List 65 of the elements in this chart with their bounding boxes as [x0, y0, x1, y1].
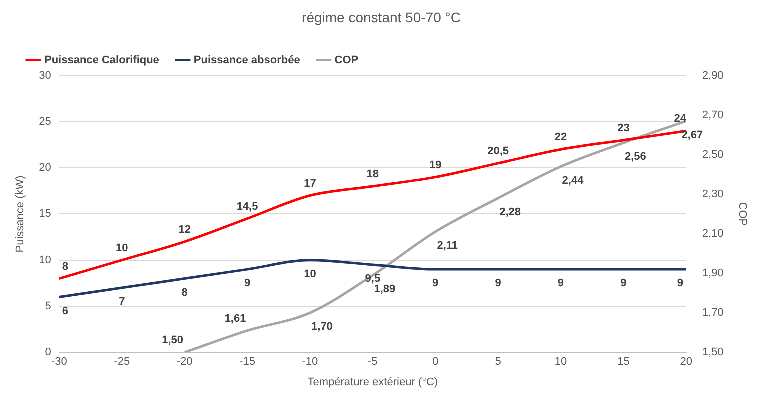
data-label: 10 [116, 242, 128, 254]
data-label: 7 [119, 296, 126, 308]
data-label: 2,44 [562, 174, 585, 187]
y2-axis-title: COP [736, 202, 748, 226]
data-label: 1,70 [312, 321, 333, 334]
data-label: 22 [554, 132, 568, 144]
y2-tick-label: 1,50 [702, 346, 724, 359]
x-tick-label: 10 [554, 356, 568, 368]
y-tick-label: 5 [45, 300, 52, 312]
y-tick-label: 25 [39, 116, 52, 128]
y2-tick-label: 2,10 [702, 228, 724, 240]
data-label: 20,5 [488, 145, 510, 158]
data-label: 6 [62, 305, 68, 318]
y-tick-label: 10 [39, 254, 52, 266]
chart-title: régime constant 50-70 °C [302, 9, 461, 26]
data-label: 19 [429, 159, 442, 172]
data-label: 9 [244, 278, 251, 290]
data-label: 18 [366, 168, 380, 181]
data-label: 2,67 [682, 129, 704, 142]
y2-tick-label: 1,70 [702, 307, 724, 320]
y2-tick-label: 2,90 [702, 70, 724, 82]
x-tick-label: -10 [302, 356, 318, 368]
data-label: 9 [558, 278, 564, 290]
data-label: 8 [182, 286, 188, 299]
data-label: 17 [304, 178, 316, 190]
legend-label: Puissance absorbée [194, 54, 300, 66]
data-label: 10 [304, 268, 316, 280]
x-tick-label: 5 [495, 356, 502, 368]
y-tick-label: 15 [39, 208, 52, 220]
y2-tick-label: 2,70 [702, 109, 724, 122]
data-label: 23 [618, 122, 630, 134]
data-label: 1,50 [162, 334, 184, 347]
line-series [59, 259, 686, 298]
data-label: 1,61 [224, 312, 246, 325]
y-axis-title: Puissance (kW) [14, 176, 27, 253]
x-tick-label: -15 [240, 356, 256, 368]
data-label: 9 [432, 278, 439, 290]
x-axis-title: Température extérieur (°C) [308, 376, 438, 388]
data-label: 9 [620, 278, 627, 290]
data-label: 2,28 [500, 206, 522, 218]
x-tick-label: 15 [618, 356, 630, 368]
x-tick-label: -25 [114, 356, 130, 368]
y-tick-label: 20 [39, 162, 52, 174]
x-tick-label: -20 [176, 356, 193, 368]
data-label: 9 [677, 278, 684, 290]
x-tick-label: -30 [51, 356, 68, 368]
y2-tick-label: 1,90 [702, 268, 724, 280]
x-tick-label: 20 [680, 356, 693, 368]
data-label: 24 [674, 113, 688, 126]
x-tick-label: -5 [368, 356, 378, 368]
data-label: 1,89 [374, 284, 396, 296]
y2-tick-label: 2,50 [702, 148, 724, 161]
data-label: 14,5 [236, 200, 258, 213]
data-label: 9,5 [365, 272, 381, 285]
data-label: 12 [178, 224, 191, 236]
y-tick-label: 0 [45, 346, 52, 359]
legend-label: COP [334, 54, 359, 66]
legend-label: Puissance Calorifique [44, 54, 160, 66]
x-tick-label: 0 [432, 356, 439, 368]
y2-tick-label: 2,30 [702, 188, 724, 200]
data-label: 2,56 [624, 151, 646, 164]
y-tick-label: 30 [39, 70, 52, 82]
data-label: 8 [62, 260, 68, 273]
data-label: 2,11 [437, 240, 458, 252]
data-label: 9 [495, 278, 502, 290]
